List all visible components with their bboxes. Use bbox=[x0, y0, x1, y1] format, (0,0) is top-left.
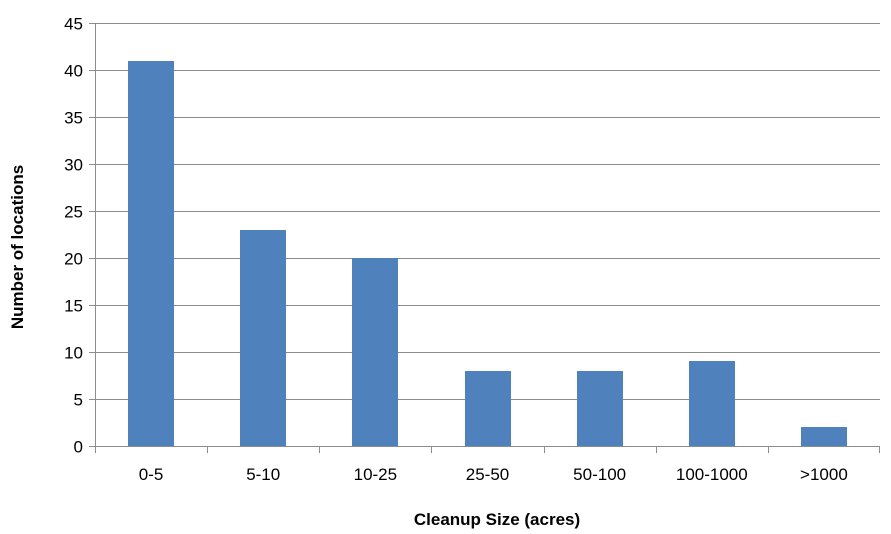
x-tick-label->1000: >1000 bbox=[800, 465, 848, 484]
bar->1000 bbox=[801, 427, 847, 446]
bar-50-100 bbox=[577, 371, 623, 446]
y-tick-label-45: 45 bbox=[64, 15, 83, 34]
y-tick-label-35: 35 bbox=[64, 109, 83, 128]
y-tick-labels: 0 5 10 15 20 25 30 35 40 45 bbox=[64, 15, 83, 457]
bar-0-5 bbox=[128, 61, 174, 446]
x-tick-labels: 0-5 5-10 10-25 25-50 50-100 100-1000 >1000 bbox=[139, 465, 848, 484]
bars bbox=[128, 61, 847, 446]
bar-10-25 bbox=[352, 258, 398, 446]
y-tick-label-30: 30 bbox=[64, 156, 83, 175]
y-tick-label-20: 20 bbox=[64, 250, 83, 269]
y-axis-title: Number of locations bbox=[8, 165, 27, 329]
x-tick-label-0-5: 0-5 bbox=[139, 465, 164, 484]
x-tick-label-5-10: 5-10 bbox=[246, 465, 280, 484]
x-tick-label-100-1000: 100-1000 bbox=[676, 465, 748, 484]
x-tick-label-25-50: 25-50 bbox=[466, 465, 509, 484]
y-tick-label-25: 25 bbox=[64, 203, 83, 222]
x-tick-label-10-25: 10-25 bbox=[354, 465, 397, 484]
y-tick-label-15: 15 bbox=[64, 297, 83, 316]
y-tick-label-10: 10 bbox=[64, 344, 83, 363]
y-tick-label-0: 0 bbox=[74, 438, 83, 457]
bar-100-1000 bbox=[689, 361, 735, 446]
y-tick-label-40: 40 bbox=[64, 62, 83, 81]
y-tick-label-5: 5 bbox=[74, 391, 83, 410]
gridlines bbox=[95, 23, 880, 400]
bar-5-10 bbox=[240, 230, 286, 446]
x-axis-title: Cleanup Size (acres) bbox=[414, 510, 580, 529]
bar-25-50 bbox=[465, 371, 511, 446]
axes bbox=[89, 23, 880, 453]
x-tick-label-50-100: 50-100 bbox=[573, 465, 626, 484]
